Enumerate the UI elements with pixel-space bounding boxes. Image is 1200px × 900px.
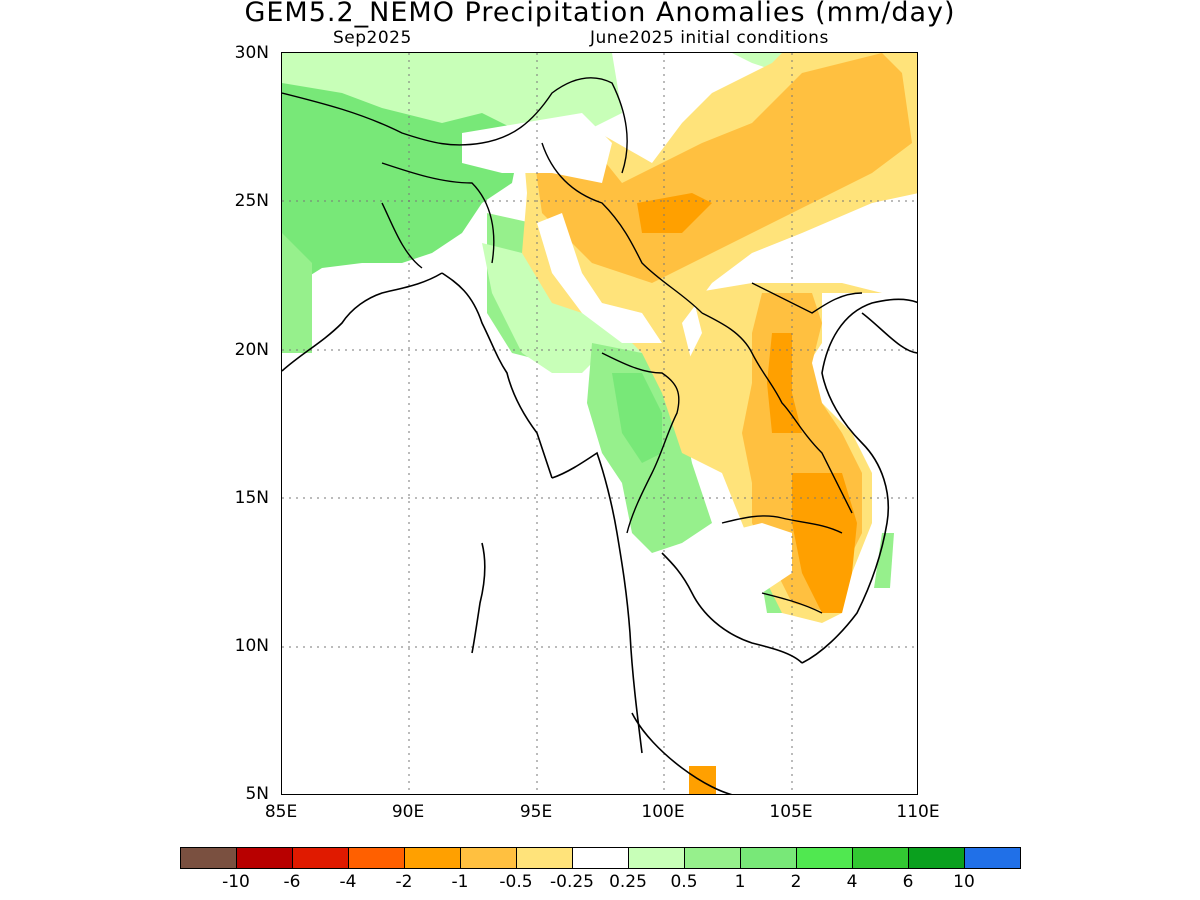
lat-label-15n: 15N xyxy=(234,488,269,508)
legend-swatch xyxy=(460,847,517,869)
anomaly-region-orange-yunnan xyxy=(637,193,712,233)
map-canvas xyxy=(282,53,917,794)
legend-label: -4 xyxy=(339,872,357,892)
lat-label-25n: 25N xyxy=(234,191,269,211)
legend-label: 1 xyxy=(734,872,746,892)
legend-swatch xyxy=(684,847,741,869)
lon-label-85e: 85E xyxy=(264,802,298,822)
coastlines xyxy=(282,272,917,794)
legend-swatch xyxy=(404,847,461,869)
anomaly-region-light-orange-china xyxy=(532,53,912,283)
anomaly-region-orange-malay xyxy=(689,766,716,794)
legend-label: 2 xyxy=(790,872,802,892)
legend-label: -2 xyxy=(395,872,413,892)
neutral-region-laos xyxy=(822,293,902,373)
legend-swatch xyxy=(572,847,629,869)
chart-title: GEM5.2_NEMO Precipitation Anomalies (mm/… xyxy=(244,0,956,28)
legend-label: -6 xyxy=(283,872,301,892)
anomaly-region-orange-vietnam-central xyxy=(792,473,857,613)
legend-swatch xyxy=(740,847,797,869)
legend-label: -1 xyxy=(451,872,469,892)
lon-label-110e: 110E xyxy=(896,802,940,822)
legend-label: -0.25 xyxy=(550,872,594,892)
legend-swatch xyxy=(516,847,573,869)
legend-swatch xyxy=(964,847,1021,869)
legend-swatch xyxy=(292,847,349,869)
lon-label-95e: 95E xyxy=(519,802,553,822)
anomaly-region-orange-laos-north xyxy=(767,333,802,433)
anomaly-fields xyxy=(282,53,917,794)
neutral-region-cambodia xyxy=(722,523,792,593)
lat-label-10n: 10N xyxy=(234,636,269,656)
anomaly-region-green-thailand-core xyxy=(612,373,662,463)
anomaly-region-green-sea xyxy=(874,533,894,588)
map-panel xyxy=(281,52,918,795)
legend-label: 6 xyxy=(902,872,914,892)
lon-label-90e: 90E xyxy=(391,802,425,822)
grid-lines xyxy=(282,53,917,794)
lat-label-5n: 5N xyxy=(245,784,269,804)
legend-swatch xyxy=(908,847,965,869)
lon-label-100e: 100E xyxy=(641,802,685,822)
country-borders xyxy=(282,77,863,614)
initial-conditions-label: June2025 initial conditions xyxy=(590,28,829,48)
color-legend xyxy=(180,847,1021,869)
legend-label: 0.25 xyxy=(609,872,647,892)
lat-label-20n: 20N xyxy=(234,340,269,360)
legend-label: 10 xyxy=(953,872,975,892)
legend-label: -10 xyxy=(222,872,250,892)
legend-swatch xyxy=(852,847,909,869)
valid-month-label: Sep2025 xyxy=(333,28,412,48)
legend-label: 0.5 xyxy=(670,872,698,892)
legend-swatch xyxy=(628,847,685,869)
legend-swatch xyxy=(236,847,293,869)
lon-label-105e: 105E xyxy=(769,802,813,822)
legend-swatch xyxy=(180,847,237,869)
legend-label: 4 xyxy=(846,872,858,892)
neutral-region-tibet xyxy=(462,113,612,183)
legend-swatch xyxy=(796,847,853,869)
legend-swatch xyxy=(348,847,405,869)
legend-label: -0.5 xyxy=(499,872,533,892)
neutral-region-myanmar xyxy=(537,213,662,343)
anomaly-region-green-india-2 xyxy=(282,233,312,353)
lat-label-30n: 30N xyxy=(234,43,269,63)
